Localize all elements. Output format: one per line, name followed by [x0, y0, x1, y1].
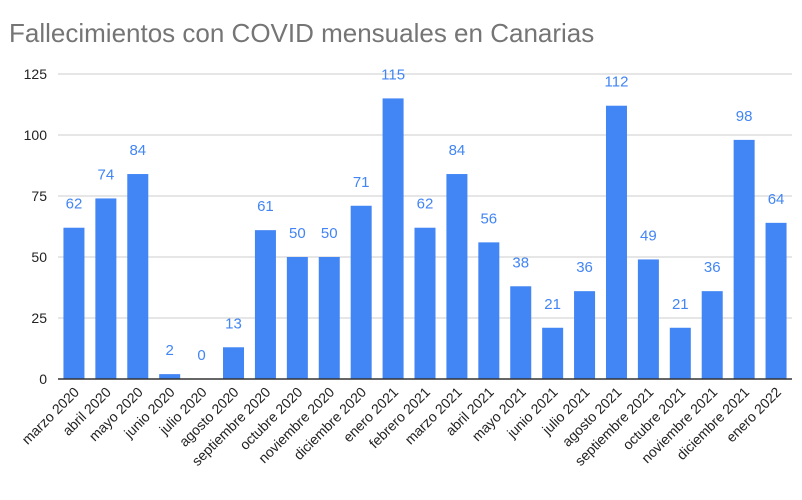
data-label: 84 [449, 142, 466, 159]
data-label: 62 [66, 196, 83, 213]
data-label: 13 [225, 315, 242, 332]
y-tick-label: 125 [24, 66, 48, 82]
data-label: 2 [166, 342, 174, 359]
data-label: 21 [672, 296, 689, 313]
bar [350, 205, 372, 379]
bar [478, 242, 500, 379]
bar [669, 327, 691, 379]
data-label: 112 [605, 74, 629, 91]
data-label: 36 [576, 259, 593, 276]
bar [605, 105, 627, 379]
data-label: 49 [640, 227, 657, 244]
bar [63, 227, 85, 379]
bar [637, 259, 659, 379]
data-label: 115 [381, 66, 405, 83]
y-tick-label: 75 [31, 188, 47, 204]
data-label: 74 [98, 166, 115, 183]
data-label: 50 [321, 225, 338, 242]
data-label: 98 [736, 108, 753, 125]
bar [95, 198, 117, 379]
bar [254, 230, 276, 379]
bar [765, 222, 787, 379]
bar [318, 257, 340, 379]
data-label: 56 [480, 210, 497, 227]
bar [159, 374, 181, 379]
data-label: 21 [544, 296, 561, 313]
data-label: 61 [257, 198, 274, 215]
y-tick-label: 0 [39, 371, 47, 387]
bar [223, 347, 245, 379]
data-label: 50 [289, 225, 306, 242]
data-label: 64 [768, 191, 785, 208]
chart-title: Fallecimientos con COVID mensuales en Ca… [9, 18, 595, 48]
bar [127, 174, 149, 379]
bar [510, 286, 532, 379]
bar [286, 257, 308, 379]
bar [701, 291, 723, 379]
y-tick-label: 25 [31, 310, 47, 326]
data-label: 84 [129, 142, 146, 159]
bar [382, 98, 404, 380]
bar [446, 174, 468, 379]
bar [542, 327, 564, 379]
bar [414, 227, 436, 379]
data-label: 71 [353, 174, 370, 191]
data-label: 38 [512, 254, 529, 271]
data-label: 36 [704, 259, 721, 276]
bar [733, 139, 755, 379]
y-tick-label: 100 [24, 127, 48, 143]
data-label: 0 [197, 347, 205, 364]
bar [574, 291, 596, 379]
y-tick-label: 50 [31, 249, 47, 265]
data-label: 62 [417, 196, 434, 213]
